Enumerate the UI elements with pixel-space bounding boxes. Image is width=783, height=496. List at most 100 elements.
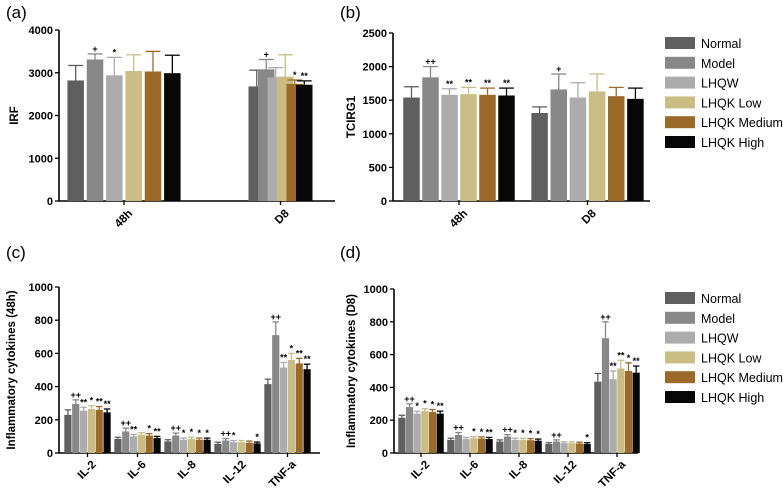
bar xyxy=(552,441,561,453)
bar xyxy=(137,434,146,453)
chart-panel-3: (c) 0 200 400 600 800 1000 Inflammatory cytokin… xyxy=(6,243,320,490)
bar xyxy=(462,439,470,453)
legend-swatch xyxy=(665,136,695,148)
bar xyxy=(86,59,104,202)
y-tick-label: 1000 xyxy=(364,284,388,296)
bar xyxy=(145,435,153,453)
chart-panel-2: (b) 0 500 1000 1500 2000 2500 TCIRG1 48h ++ ** ** **… xyxy=(340,3,650,230)
legend-swatch xyxy=(665,331,695,344)
legend-entry-label: LHQK Medium xyxy=(701,371,783,385)
significance-marker: * xyxy=(197,428,201,438)
y-tick-label: 0 xyxy=(47,196,53,208)
bar xyxy=(405,407,414,453)
x-category-label: IL-8 xyxy=(507,458,530,481)
y-tick-label: 2500 xyxy=(363,28,387,40)
bar xyxy=(122,431,130,453)
bar xyxy=(594,381,602,453)
bar xyxy=(398,417,406,453)
chart-panel-4: (d) 0 200 400 600 800 1000 Inflammatory cytokin… xyxy=(340,243,640,490)
y-tick-label: 2000 xyxy=(29,111,53,123)
bar xyxy=(460,94,477,201)
bar xyxy=(413,413,421,453)
x-category-label: D8 xyxy=(580,207,599,226)
legend-swatch xyxy=(665,96,695,109)
y-tick-label: 0 xyxy=(47,448,53,460)
legend-entry-label: LHQK High xyxy=(701,136,764,150)
significance-marker: ++ xyxy=(600,312,611,322)
significance-marker: ++ xyxy=(404,394,415,404)
bar xyxy=(609,379,617,453)
y-tick-label: 2000 xyxy=(363,62,387,74)
significance-marker: * xyxy=(190,427,194,437)
y-tick-label: 1000 xyxy=(363,129,387,141)
significance-marker: ** xyxy=(617,350,625,360)
x-category-label: IL-8 xyxy=(176,458,199,481)
bar xyxy=(67,80,84,201)
y-tick-label: 400 xyxy=(35,382,53,394)
legend-entry-label: LHQW xyxy=(701,77,739,91)
legend-swatch xyxy=(665,311,695,324)
legend-swatch xyxy=(665,76,695,89)
bar xyxy=(624,371,633,453)
significance-marker: ** xyxy=(465,77,473,87)
bar xyxy=(172,435,180,453)
bar xyxy=(237,442,246,453)
legend-swatch xyxy=(665,292,695,304)
significance-marker: ** xyxy=(96,397,104,407)
y-axis-title: Inflammatory cytokines (D8) xyxy=(346,294,358,448)
bar xyxy=(187,438,196,453)
bar xyxy=(526,440,535,453)
bar xyxy=(503,436,512,453)
significance-marker: ** xyxy=(503,78,511,88)
legend-swatch xyxy=(665,116,695,129)
significance-marker: ** xyxy=(130,424,138,434)
significance-marker: ** xyxy=(80,397,88,407)
y-axis-title: Inflammatory cytokines (48h) xyxy=(6,290,18,449)
bar xyxy=(498,95,515,201)
bar xyxy=(627,98,644,201)
significance-marker: ** xyxy=(446,79,454,89)
significance-marker: ++ xyxy=(453,423,464,433)
significance-marker: * xyxy=(480,427,484,437)
significance-marker: * xyxy=(521,428,525,438)
x-category-label: IL-2 xyxy=(76,459,99,482)
significance-marker: * xyxy=(293,70,297,80)
panel-label: (a) xyxy=(6,3,27,22)
significance-marker: ++ xyxy=(270,312,281,322)
bar xyxy=(531,112,548,201)
legend-entry-label: LHQK Low xyxy=(701,351,762,365)
y-tick-label: 200 xyxy=(370,415,388,427)
y-tick-label: 0 xyxy=(381,196,387,208)
bar xyxy=(87,409,96,453)
legend-swatch xyxy=(665,56,695,69)
x-category-label: 48h xyxy=(448,208,471,231)
x-category-label: IL-6 xyxy=(126,459,149,482)
significance-marker: * xyxy=(513,428,517,438)
significance-marker: ** xyxy=(610,361,618,371)
bar xyxy=(421,411,429,453)
bar xyxy=(103,412,111,453)
significance-marker: * xyxy=(529,429,533,439)
y-tick-label: 600 xyxy=(370,350,388,362)
significance-marker: ** xyxy=(280,353,288,363)
significance-marker: * xyxy=(415,401,419,411)
bar xyxy=(144,71,162,201)
bar xyxy=(264,384,272,453)
y-tick-label: 800 xyxy=(35,315,53,327)
significance-marker: ** xyxy=(104,399,112,409)
y-tick-label: 4000 xyxy=(29,25,53,37)
significance-marker: ** xyxy=(154,426,162,436)
bar xyxy=(253,443,261,453)
bar xyxy=(295,363,303,453)
y-tick-label: 3000 xyxy=(29,68,53,80)
legend-entry-label: LHQK High xyxy=(701,391,764,405)
bar xyxy=(179,439,188,453)
legend-swatch xyxy=(665,37,695,49)
x-category-label: IL-6 xyxy=(458,459,481,482)
y-axis-title: IRF xyxy=(9,106,21,125)
significance-marker: * xyxy=(536,429,540,439)
legend-swatch xyxy=(665,371,695,384)
significance-marker: ++ xyxy=(502,425,513,435)
